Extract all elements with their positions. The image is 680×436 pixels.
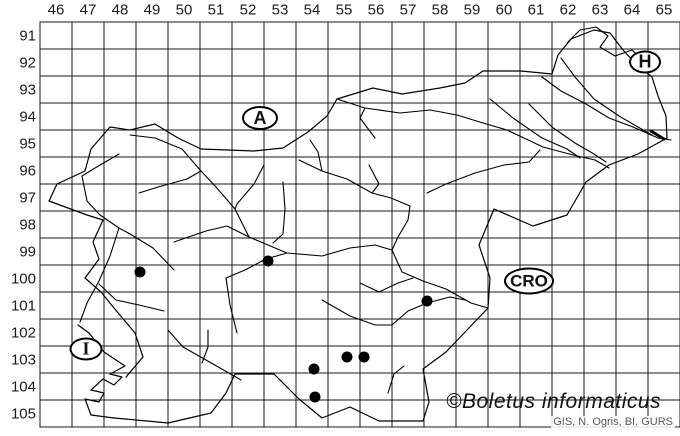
river-line [560,57,653,136]
river-line [359,107,376,139]
column-label: 50 [175,1,193,19]
occurrence-dot [421,295,433,307]
row-label: 100 [10,270,36,287]
occurrence-dot [134,266,146,278]
occurrence-dot [358,351,370,363]
river-line [321,296,466,326]
row-label: 97 [19,189,36,206]
row-label: 98 [19,216,36,233]
river-line [368,164,380,194]
row-label: 95 [19,135,36,152]
coastline [77,324,126,416]
river-line [138,170,202,194]
river-line [309,139,323,172]
row-label: 96 [19,162,36,179]
river-line [272,181,286,244]
river-line [225,252,288,279]
column-label: 49 [143,1,161,19]
occurrence-dot [308,363,320,375]
river-line [129,134,202,172]
copyright-text: ©Boletus informaticus [446,390,662,413]
river-line [167,329,242,381]
row-label: 92 [19,54,36,71]
occurrence-dot [341,351,353,363]
row-label: 94 [19,108,36,125]
river-line [173,225,250,243]
river-line [489,98,581,159]
country-border-line [48,29,668,424]
river-line [336,98,610,169]
row-label: 103 [10,351,36,368]
row-label: 91 [19,27,36,44]
column-label: 61 [527,1,545,19]
river-line [225,277,238,334]
column-label: 64 [623,1,641,19]
column-label: 65 [655,1,673,19]
country-label-oval: I [69,337,103,361]
column-label: 46 [47,1,65,19]
river-line [234,164,265,210]
river-line [118,227,175,271]
column-label: 63 [591,1,609,19]
river-line [200,170,489,309]
column-label: 55 [335,1,353,19]
occurrence-dot [309,391,321,403]
column-label: 56 [367,1,385,19]
country-label-oval: CRO [504,267,554,295]
column-label: 52 [239,1,257,19]
column-label: 62 [559,1,577,19]
river-line [79,153,120,323]
column-label: 58 [431,1,449,19]
row-label: 99 [19,243,36,260]
river-line [359,277,414,293]
column-label: 51 [207,1,225,19]
river-line [528,103,607,163]
column-label: 57 [399,1,417,19]
row-label: 93 [19,81,36,98]
attribution-text: GIS, N. Ogris, BI, GURS [551,416,675,428]
occurrence-dot [262,255,274,267]
river-line [426,149,541,194]
column-label: 48 [111,1,129,19]
column-label: 47 [79,1,97,19]
river-line [387,365,405,394]
river-line [541,76,672,141]
country-label-oval: H [629,50,661,74]
river-line [201,329,209,364]
column-label: 54 [303,1,321,19]
river-line [98,283,165,312]
column-label: 59 [463,1,481,19]
row-label: 102 [10,324,36,341]
river-line [298,159,411,251]
column-label: 60 [495,1,513,19]
column-label: 53 [271,1,289,19]
row-label: 101 [10,297,36,314]
country-label-oval: A [242,106,278,130]
row-label: 105 [10,405,36,422]
river-mouth-mark [649,129,666,141]
row-label: 104 [10,378,36,395]
